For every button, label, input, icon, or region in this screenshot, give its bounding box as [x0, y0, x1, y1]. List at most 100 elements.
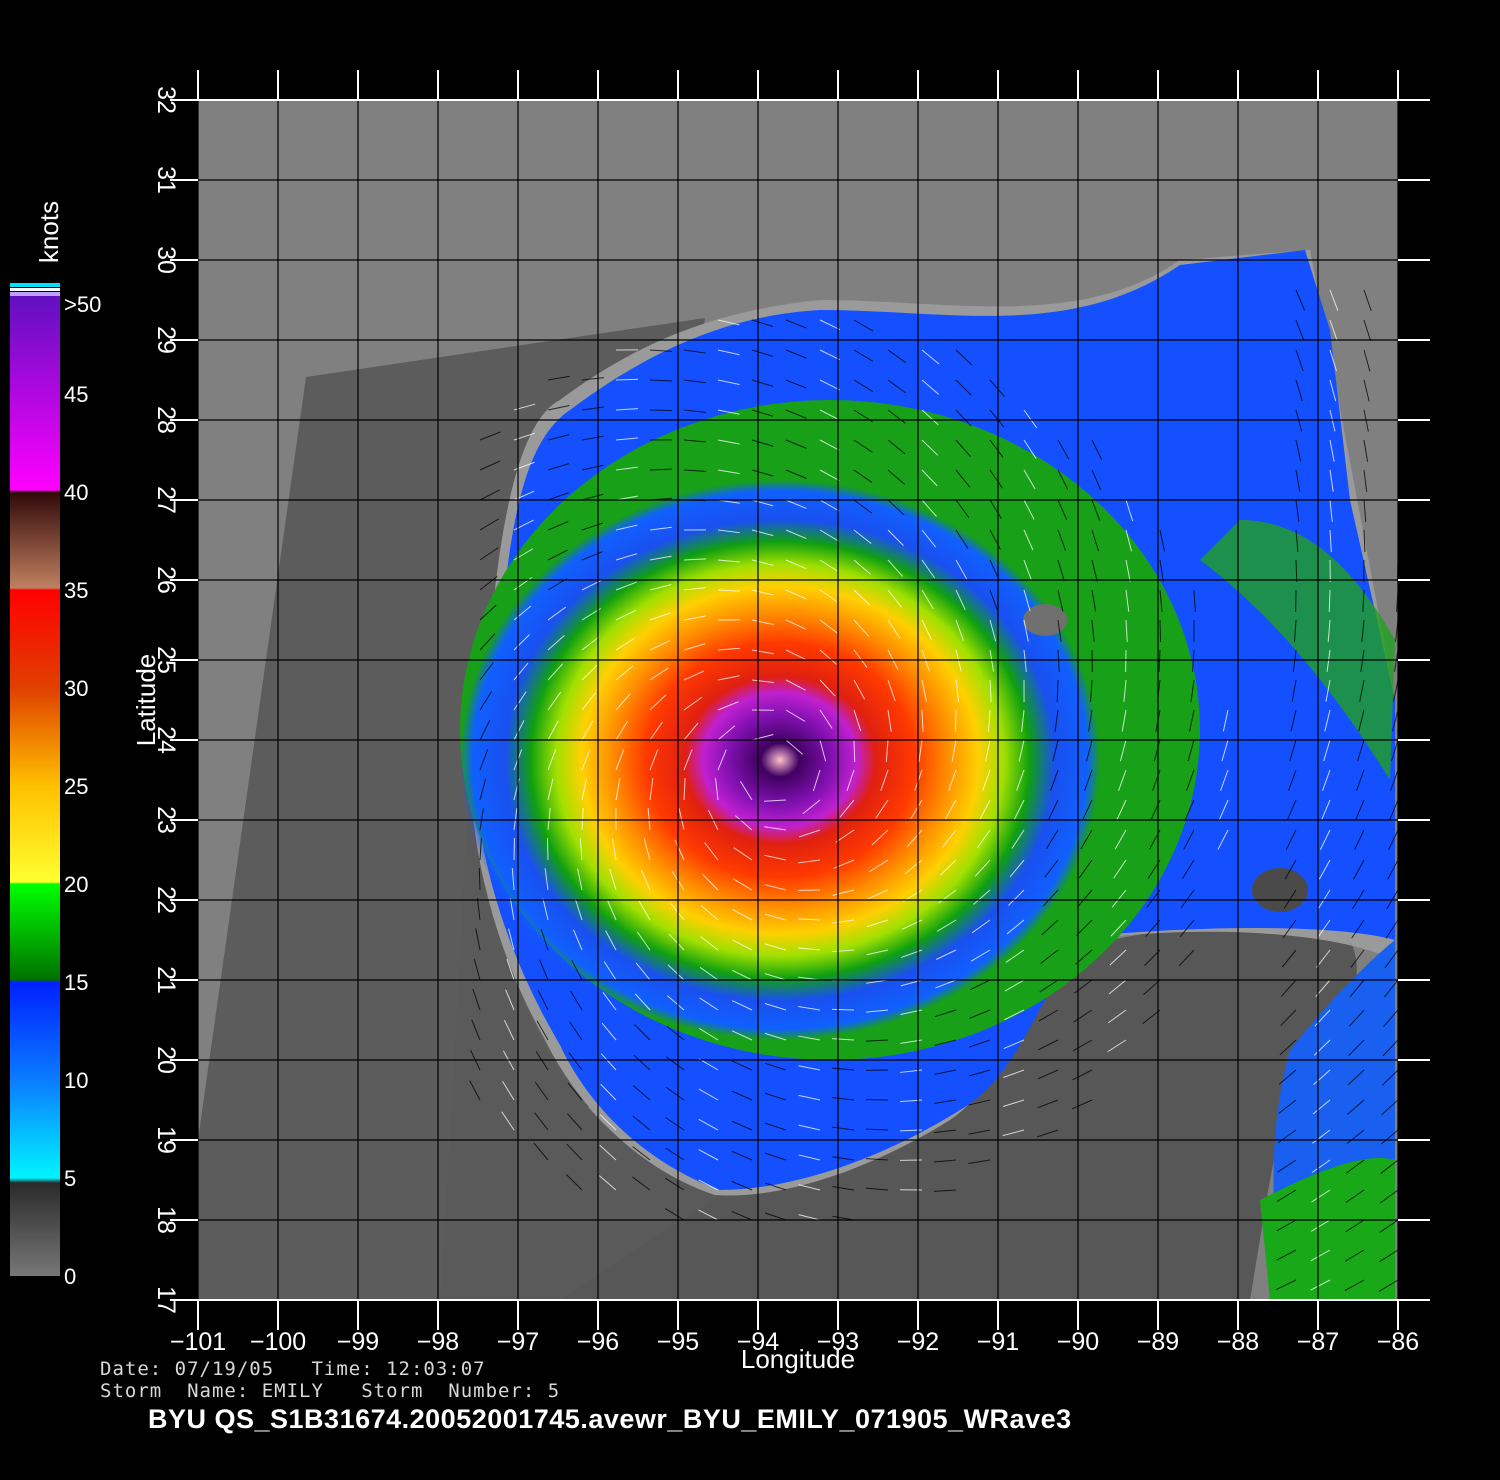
wind-barb	[751, 619, 774, 625]
wind-barb	[476, 898, 481, 921]
wind-barb	[479, 749, 489, 771]
wind-barb	[1158, 649, 1161, 673]
wind-barb	[615, 581, 637, 591]
wind-barb	[698, 1118, 719, 1131]
wind-barb	[751, 349, 774, 357]
wind-barb	[1277, 1159, 1297, 1173]
wind-barbs	[469, 289, 1398, 1292]
wind-barb	[1040, 949, 1059, 964]
wind-barb	[832, 919, 855, 924]
wind-barb	[1037, 1069, 1059, 1080]
wind-barb	[731, 1000, 753, 1011]
wind-barb	[1295, 289, 1305, 311]
wind-barb	[540, 928, 549, 951]
wind-barb	[1279, 1039, 1297, 1056]
wind-barb	[989, 589, 999, 611]
wind-barb	[1057, 469, 1069, 490]
lon-tick-label: −100	[250, 1328, 306, 1356]
island-cozumel	[1252, 868, 1308, 912]
wind-barb	[731, 1150, 753, 1161]
wind-barb	[732, 878, 753, 891]
colorbar-label: >50	[64, 292, 101, 317]
wind-barb	[666, 1056, 685, 1071]
lon-tick-label: −94	[737, 1328, 780, 1356]
wind-barb	[1383, 979, 1398, 998]
wind-barb	[1282, 919, 1297, 939]
wind-barb	[649, 721, 663, 741]
wind-barb	[904, 859, 923, 875]
wind-barb	[1143, 979, 1161, 995]
wind-barb	[699, 997, 719, 1011]
wind-barb	[887, 619, 901, 639]
lon-tick-label: −87	[1297, 1328, 1339, 1356]
wind-barb	[1360, 649, 1365, 672]
wind-barb	[1313, 1039, 1331, 1056]
wind-barb	[1080, 829, 1093, 850]
wind-barb	[853, 349, 874, 362]
wind-barb	[955, 649, 962, 672]
wind-barb	[751, 734, 774, 741]
wind-barb	[1023, 469, 1036, 490]
wind-barb	[1003, 1039, 1025, 1050]
wind-barb	[865, 1128, 889, 1131]
wind-barb	[1312, 1129, 1331, 1144]
wind-barb	[955, 469, 971, 488]
wind-barb	[717, 409, 740, 415]
wind-barb	[819, 649, 838, 665]
wind-barb	[1385, 919, 1398, 939]
wind-barb	[479, 489, 500, 501]
wind-barb	[1004, 979, 1025, 992]
wind-barb	[989, 379, 1005, 397]
wind-barb	[566, 1113, 583, 1131]
land-us-coast	[198, 100, 1398, 320]
wind-barb	[699, 1027, 719, 1041]
wind-barb	[475, 928, 481, 951]
lat-tick-label: 18	[152, 1206, 180, 1234]
wind-barb	[853, 709, 862, 732]
wind-barb	[1125, 559, 1131, 582]
lon-tick-label: −91	[977, 1328, 1019, 1356]
wind-barb	[509, 898, 515, 921]
wind-barb	[764, 913, 787, 921]
wind-barb	[833, 859, 855, 869]
wind-barb	[665, 1086, 685, 1101]
wind-barb	[785, 319, 807, 329]
wind-barb	[1023, 589, 1031, 612]
wind-barb	[547, 549, 568, 561]
wind-barb	[764, 1212, 787, 1221]
wind-barb	[1002, 1099, 1025, 1108]
wind-barb	[955, 529, 969, 549]
colorbar-over-cyan	[10, 283, 60, 287]
wind-barb	[887, 679, 896, 701]
wind-barb	[887, 469, 905, 485]
wind-barb	[717, 529, 740, 534]
nodata-patch	[1023, 604, 1067, 636]
wind-barb	[574, 898, 583, 921]
wind-barb	[731, 1030, 753, 1041]
wind-barb	[1016, 769, 1025, 791]
wind-barb	[846, 769, 855, 792]
wind-barb	[579, 838, 583, 861]
wind-barb	[989, 619, 997, 642]
wind-barb	[1042, 889, 1059, 907]
wind-barb	[853, 529, 872, 545]
wind-barb	[535, 1051, 549, 1071]
wind-barb	[1311, 1159, 1331, 1174]
wind-barb	[853, 739, 856, 763]
wind-barb	[1218, 799, 1229, 821]
wind-barb	[570, 990, 583, 1011]
wind-barb	[875, 799, 889, 819]
wind-barb	[751, 409, 774, 417]
wind-barb	[667, 964, 685, 981]
wind-barb	[547, 492, 569, 501]
wind-barb	[513, 548, 534, 561]
lat-tick-label: 21	[152, 966, 180, 994]
wind-barb	[955, 379, 972, 396]
wind-barb	[479, 547, 499, 561]
wind-barb	[698, 1088, 719, 1101]
wind-barb	[649, 379, 673, 382]
wind-barb	[547, 463, 570, 471]
wind-barb	[664, 1208, 685, 1221]
wind-barb	[683, 587, 706, 591]
wind-barb	[513, 691, 527, 711]
